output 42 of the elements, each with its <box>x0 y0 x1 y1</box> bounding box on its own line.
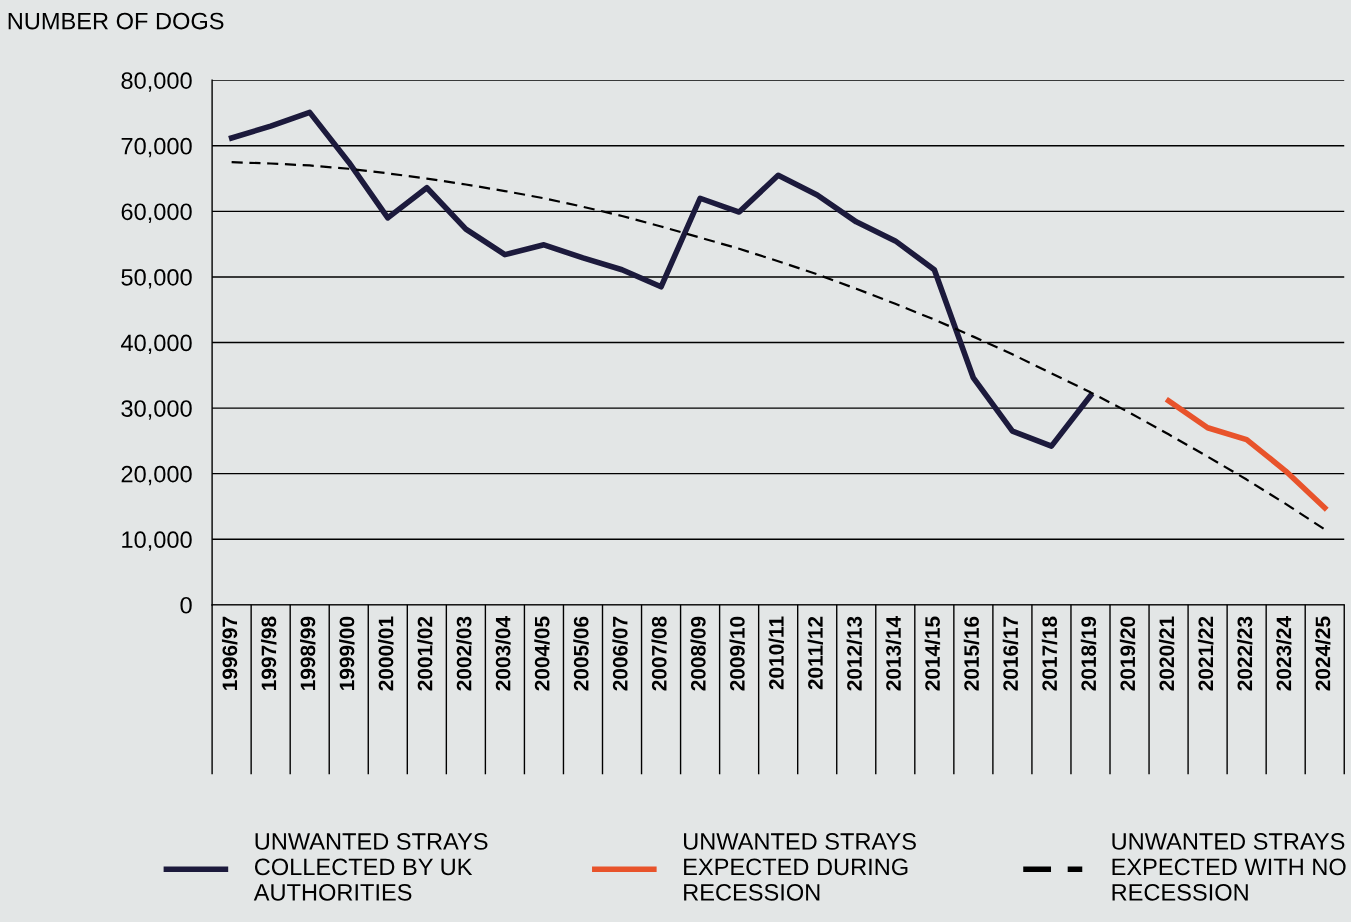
x-tick-label: 2004/05 <box>534 616 550 691</box>
y-axis-title: NUMBER OF DOGS <box>8 12 224 30</box>
x-tick-label: 2011/12 <box>807 616 824 690</box>
x-tick-label: 2016/17 <box>1002 616 1019 691</box>
x-tick-label: 2005/06 <box>573 616 589 691</box>
y-tick-label: 20,000 <box>121 465 192 486</box>
x-tick-label: 2002/03 <box>456 616 472 691</box>
x-tick-label: 2010/11 <box>768 616 784 690</box>
x-tick-label: 2000/01 <box>378 616 394 691</box>
y-tick-label: 50,000 <box>121 269 192 289</box>
x-tick-label: 2015/16 <box>963 616 980 691</box>
y-tick-label: 70,000 <box>121 137 192 158</box>
x-tick-label: 1996/97 <box>221 616 238 690</box>
x-tick-label: 2012/13 <box>846 616 863 691</box>
x-tick-label: 2014/15 <box>924 616 941 691</box>
x-tick-label: 2001/02 <box>417 616 433 691</box>
x-tick-label: 2007/08 <box>651 616 667 691</box>
x-tick-label: 2003/04 <box>495 616 511 691</box>
legend-label: UNWANTED STRAYS COLLECTED BY UK AUTHORITIES <box>253 833 488 901</box>
y-tick-label: 10,000 <box>122 531 192 551</box>
x-tick-label: 1997/98 <box>260 616 277 690</box>
y-tick-label: 30,000 <box>121 400 192 420</box>
x-tick-label: 2018/19 <box>1080 616 1097 691</box>
x-tick-label: 2008/09 <box>690 616 706 691</box>
x-tick-label: 2021/22 <box>1197 616 1214 691</box>
y-tick-label: 60,000 <box>121 203 192 223</box>
x-tick-label: 2022/23 <box>1236 616 1253 691</box>
y-tick-label: 0 <box>180 596 192 614</box>
x-tick-label: 2023/24 <box>1275 616 1292 691</box>
x-tick-label: 2020/21 <box>1158 616 1175 691</box>
x-tick-label: 2009/10 <box>729 616 745 691</box>
x-tick-label: 2019/20 <box>1119 616 1136 691</box>
y-tick-label: 40,000 <box>121 334 192 355</box>
legend-label: UNWANTED STRAYS EXPECTED DURING RECESSION <box>684 833 916 901</box>
x-tick-label: 1999/00 <box>339 616 355 690</box>
x-tick-label: 2006/07 <box>612 616 628 691</box>
y-tick-label: 80,000 <box>121 72 192 92</box>
x-tick-label: 2013/14 <box>885 616 902 691</box>
x-tick-label: 1998/99 <box>299 616 316 690</box>
x-tick-label: 2024/25 <box>1315 616 1331 691</box>
x-tick-label: 2017/18 <box>1041 616 1058 691</box>
legend-label: UNWANTED STRAYS EXPECTED WITH NO RECESSION <box>1112 833 1346 901</box>
